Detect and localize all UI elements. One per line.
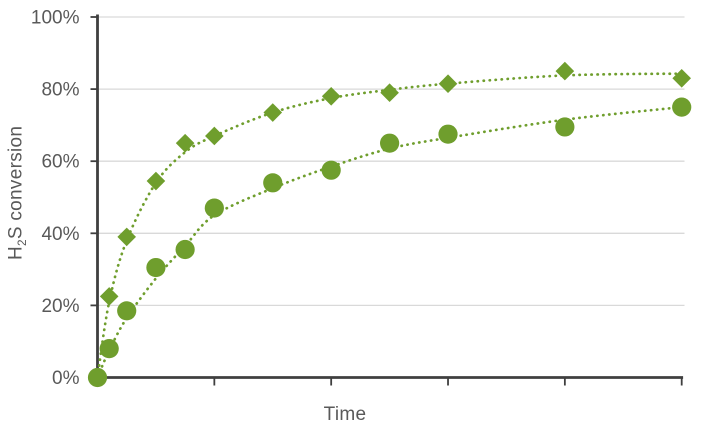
circle-marker [380, 133, 400, 153]
diamond-marker [555, 61, 575, 81]
diamond-marker [175, 133, 195, 153]
y-tick-label-100: 100% [31, 8, 80, 29]
y-axis-title-wrap: H2S conversion [0, 0, 34, 386]
diamond-marker [438, 74, 458, 93]
y-tick-label-0: 0% [52, 368, 80, 389]
circle-marker [438, 124, 458, 144]
circle-marker [204, 198, 224, 218]
diamond-marker [146, 171, 166, 191]
y-tick-label-40: 40% [41, 224, 79, 245]
circle-marker [175, 239, 195, 260]
x-axis-title: Time [323, 404, 367, 425]
circle-marker [146, 257, 166, 278]
circle-marker [555, 117, 575, 137]
circle-marker [321, 160, 341, 180]
y-tick-label-60: 60% [41, 152, 79, 173]
trendline-diamond-series [96, 72, 684, 379]
y-axis-title: H2S conversion [5, 125, 29, 261]
diamond-marker [672, 68, 691, 88]
diamond-marker [117, 227, 137, 247]
circle-marker [672, 97, 692, 117]
circle-marker [87, 367, 108, 388]
diamond-marker [205, 126, 224, 146]
circle-marker [99, 339, 119, 359]
diamond-marker [99, 287, 119, 306]
y-tick-label-80: 80% [41, 80, 79, 101]
diamond-marker [380, 83, 399, 103]
y-tick-label-20: 20% [41, 296, 79, 317]
circle-marker [263, 173, 283, 193]
diamond-marker [263, 103, 283, 122]
circle-marker [117, 301, 137, 321]
diamond-marker [321, 87, 341, 106]
